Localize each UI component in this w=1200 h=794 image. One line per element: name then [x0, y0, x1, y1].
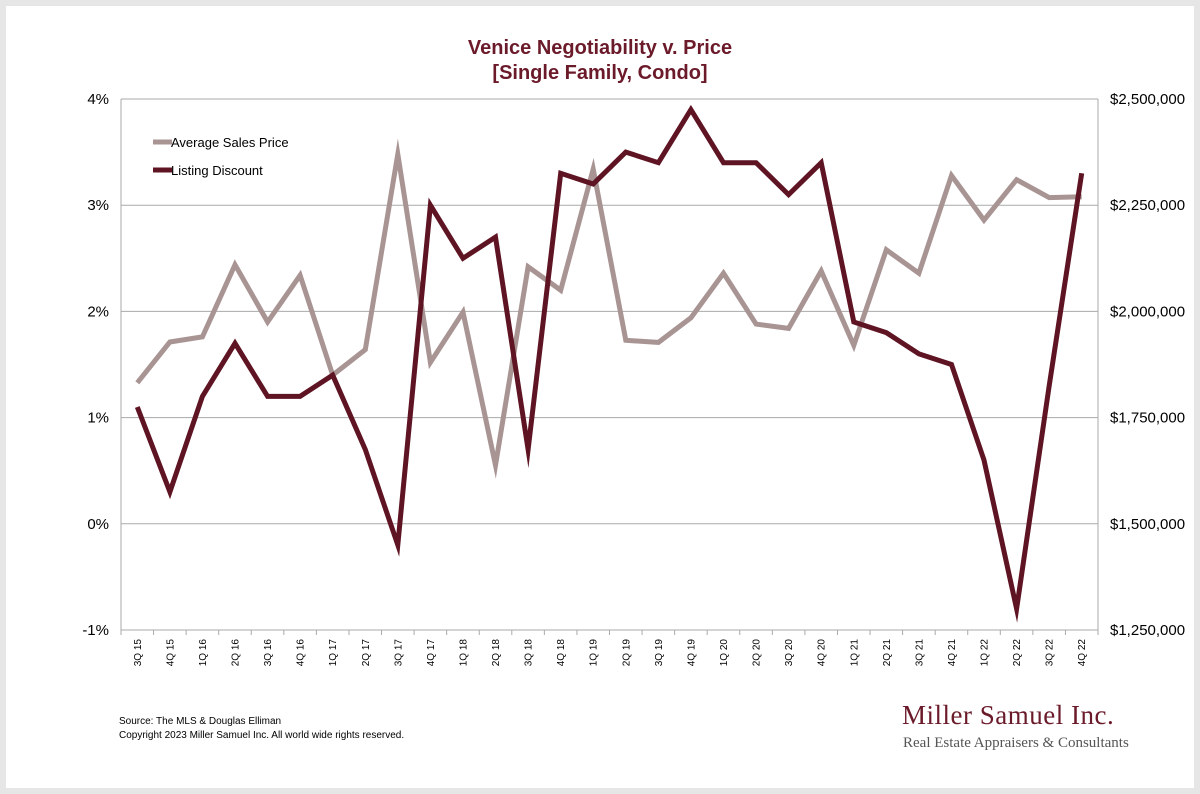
x-tick-label: 1Q 22: [980, 639, 991, 667]
x-tick-label: 3Q 22: [1045, 639, 1056, 667]
x-tick-label: 3Q 19: [654, 639, 665, 667]
x-tick-label: 1Q 18: [458, 639, 469, 667]
brand-logo-name: Miller Samuel Inc.: [902, 700, 1115, 730]
x-tick-label: 1Q 20: [719, 639, 730, 667]
y-left-tick-label: -1%: [82, 622, 109, 639]
x-tick-label: 3Q 18: [524, 639, 535, 667]
x-tick-label: 4Q 15: [165, 639, 176, 667]
y-right-tick-label: $2,250,000: [1110, 197, 1185, 214]
chart-title: Venice Negotiability v. Price: [467, 37, 733, 59]
copyright-note: Copyright 2023 Miller Samuel Inc. All wo…: [119, 730, 405, 741]
axes: 4% 3% 2% 1% 0% -1% $2,500,000 $2,250,000 $2,000,…: [82, 91, 1185, 666]
series-line-average-sales-price: [135, 138, 1082, 479]
x-tick-label: 1Q 21: [849, 639, 860, 667]
x-tick-label: 4Q 21: [947, 639, 958, 667]
legend-label: Listing Discount: [171, 163, 263, 178]
y-right-tick-label: $1,500,000: [1110, 516, 1185, 533]
y-right-tick-label: $2,000,000: [1110, 303, 1185, 320]
x-tick-label: 3Q 21: [914, 639, 925, 667]
series-line-listing-discount: [134, 104, 1085, 623]
x-tick-label: 4Q 22: [1077, 639, 1088, 667]
legend: Average Sales Price Listing Discount: [153, 135, 289, 178]
x-tick-label: 1Q 19: [589, 639, 600, 667]
x-tick-label: 2Q 21: [882, 639, 893, 667]
x-tick-label: 4Q 20: [817, 639, 828, 667]
y-left-tick-label: 2%: [87, 303, 109, 320]
x-tick-label: 3Q 20: [784, 639, 795, 667]
x-tick-label: 4Q 17: [426, 639, 437, 667]
x-tick-label: 1Q 17: [328, 639, 339, 667]
y-left-tick-label: 1%: [87, 410, 109, 427]
x-tick-label: 4Q 19: [686, 639, 697, 667]
x-tick-label: 2Q 16: [230, 639, 241, 667]
y-right-tick-label: $2,500,000: [1110, 91, 1185, 108]
x-tick-label: 3Q 16: [263, 639, 274, 667]
legend-label: Average Sales Price: [171, 135, 289, 150]
x-tick-label: 3Q 17: [393, 639, 404, 667]
x-tick-label: 2Q 22: [1012, 639, 1023, 667]
chart-subtitle: [Single Family, Condo]: [492, 62, 708, 84]
x-tick-label: 2Q 19: [621, 639, 632, 667]
source-note: Source: The MLS & Douglas Elliman: [119, 716, 282, 727]
x-tick-label: 1Q 16: [198, 639, 209, 667]
brand-logo-tagline: Real Estate Appraisers & Consultants: [903, 735, 1129, 751]
x-tick-label: 3Q 15: [133, 639, 144, 667]
x-tick-label: 4Q 18: [556, 639, 567, 667]
x-tick-label: 2Q 20: [752, 639, 763, 667]
y-right-tick-label: $1,750,000: [1110, 410, 1185, 427]
y-right-tick-label: $1,250,000: [1110, 622, 1185, 639]
y-left-tick-label: 4%: [87, 91, 109, 108]
x-tick-label: 2Q 18: [491, 639, 502, 667]
y-left-tick-label: 3%: [87, 197, 109, 214]
series-lines: [134, 104, 1085, 623]
y-left-tick-label: 0%: [87, 516, 109, 533]
x-tick-label: 2Q 17: [361, 639, 372, 667]
x-tick-label: 4Q 16: [296, 639, 307, 667]
